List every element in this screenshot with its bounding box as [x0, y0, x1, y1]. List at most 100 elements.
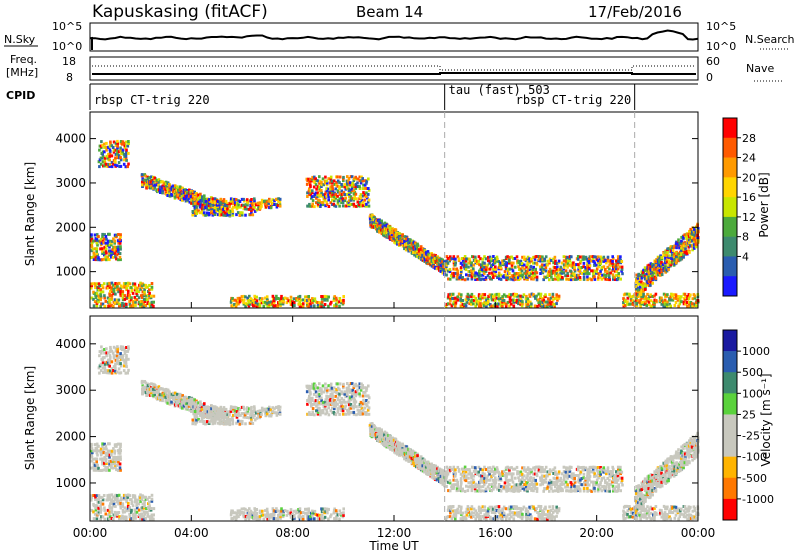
- power-cell: [536, 278, 539, 281]
- power-cell: [275, 198, 278, 201]
- power-cell: [514, 266, 517, 269]
- power-cell: [481, 278, 484, 281]
- noise-right-tick-top: 10^5: [706, 20, 736, 33]
- power-cell: [342, 176, 345, 179]
- power-cell: [513, 305, 516, 308]
- power-cell: [114, 293, 117, 296]
- power-cell: [666, 293, 669, 296]
- velocity-cell: [197, 406, 200, 409]
- velocity-cell: [224, 420, 227, 423]
- power-cell: [579, 276, 582, 279]
- power-cell: [669, 305, 672, 308]
- power-cell: [660, 297, 663, 300]
- velocity-cell: [252, 422, 255, 425]
- power-cell: [277, 297, 280, 300]
- power-cell: [621, 260, 624, 263]
- power-cell: [293, 297, 296, 300]
- power-cell: [119, 233, 122, 236]
- velocity-cell: [119, 463, 122, 466]
- freq-left-label-2: [MHz]: [6, 66, 38, 79]
- power-cell: [488, 272, 491, 275]
- power-cell: [680, 295, 683, 298]
- power-cell: [327, 198, 330, 201]
- power-cell: [537, 293, 540, 296]
- power-cell: [367, 193, 370, 196]
- power-cell: [120, 165, 123, 168]
- velocity-cell: [105, 445, 108, 448]
- power-cell: [558, 295, 561, 298]
- power-cell: [318, 175, 321, 178]
- power-cell: [484, 293, 487, 296]
- power-cell: [573, 266, 576, 269]
- power-cell: [338, 305, 341, 308]
- power-cell: [343, 183, 346, 186]
- power-cell: [336, 195, 339, 198]
- power-cell: [462, 299, 465, 302]
- power-cell: [593, 275, 596, 278]
- velocity-cell: [90, 443, 93, 446]
- power-cell: [456, 268, 459, 271]
- power-cell: [510, 293, 513, 296]
- power-cell: [148, 288, 151, 291]
- power-cell: [92, 248, 95, 251]
- power-cell: [109, 141, 112, 144]
- power-cell: [119, 147, 122, 150]
- power-cell: [626, 293, 629, 296]
- velocity-cell: [220, 406, 223, 409]
- power-cell: [368, 199, 371, 202]
- power-cell: [224, 211, 227, 214]
- power-cell: [516, 255, 519, 258]
- power-cell: [148, 284, 151, 287]
- power-cell: [460, 293, 463, 296]
- power-cell: [141, 183, 144, 186]
- power-cell: [570, 255, 573, 258]
- power-cell: [367, 187, 370, 190]
- velocity-cell: [97, 445, 100, 448]
- velocity-cell: [114, 450, 117, 453]
- power-cell: [344, 197, 347, 200]
- power-cell: [290, 296, 293, 299]
- power-cell: [237, 211, 240, 214]
- power-cell: [534, 268, 537, 271]
- power-cell: [344, 193, 347, 196]
- velocity-cell: [111, 450, 114, 453]
- power-cell: [259, 201, 262, 204]
- colorbar-tick-label: 28: [742, 132, 756, 145]
- power-cell: [330, 176, 333, 179]
- power-cell: [648, 272, 651, 275]
- noise-left-tick-top: 10^5: [52, 20, 82, 33]
- velocity-cell: [119, 452, 122, 455]
- power-cell: [536, 262, 539, 265]
- power-cell: [119, 242, 122, 245]
- power-cell: [103, 305, 106, 308]
- power-cell: [119, 156, 122, 159]
- power-cell: [90, 233, 93, 236]
- power-cell: [548, 293, 551, 296]
- velocity-cell: [105, 369, 108, 372]
- power-cell: [153, 295, 156, 298]
- power-cell: [235, 198, 238, 201]
- noise-left-label: N.Sky: [4, 33, 36, 46]
- velocity-cell: [108, 365, 111, 368]
- velocity-cell: [244, 422, 247, 425]
- power-cell: [560, 266, 563, 269]
- power-cell: [512, 269, 515, 272]
- power-colorbar-label: Power [dB]: [757, 172, 771, 237]
- colorbar-segment: [723, 138, 737, 158]
- velocity-cell: [179, 393, 182, 396]
- power-cell: [543, 299, 546, 302]
- velocity-cell: [208, 406, 211, 409]
- power-cell: [398, 232, 401, 235]
- power-cell: [108, 233, 111, 236]
- power-cell: [124, 294, 127, 297]
- power-cell: [554, 256, 557, 259]
- velocity-cell: [192, 419, 195, 422]
- power-cell: [603, 256, 606, 259]
- velocity-cell: [114, 456, 117, 459]
- cpid-segment-label: rbsp CT-trig 220: [94, 93, 210, 107]
- power-cell: [500, 278, 503, 281]
- power-cell: [116, 164, 119, 167]
- power-cell: [668, 254, 671, 257]
